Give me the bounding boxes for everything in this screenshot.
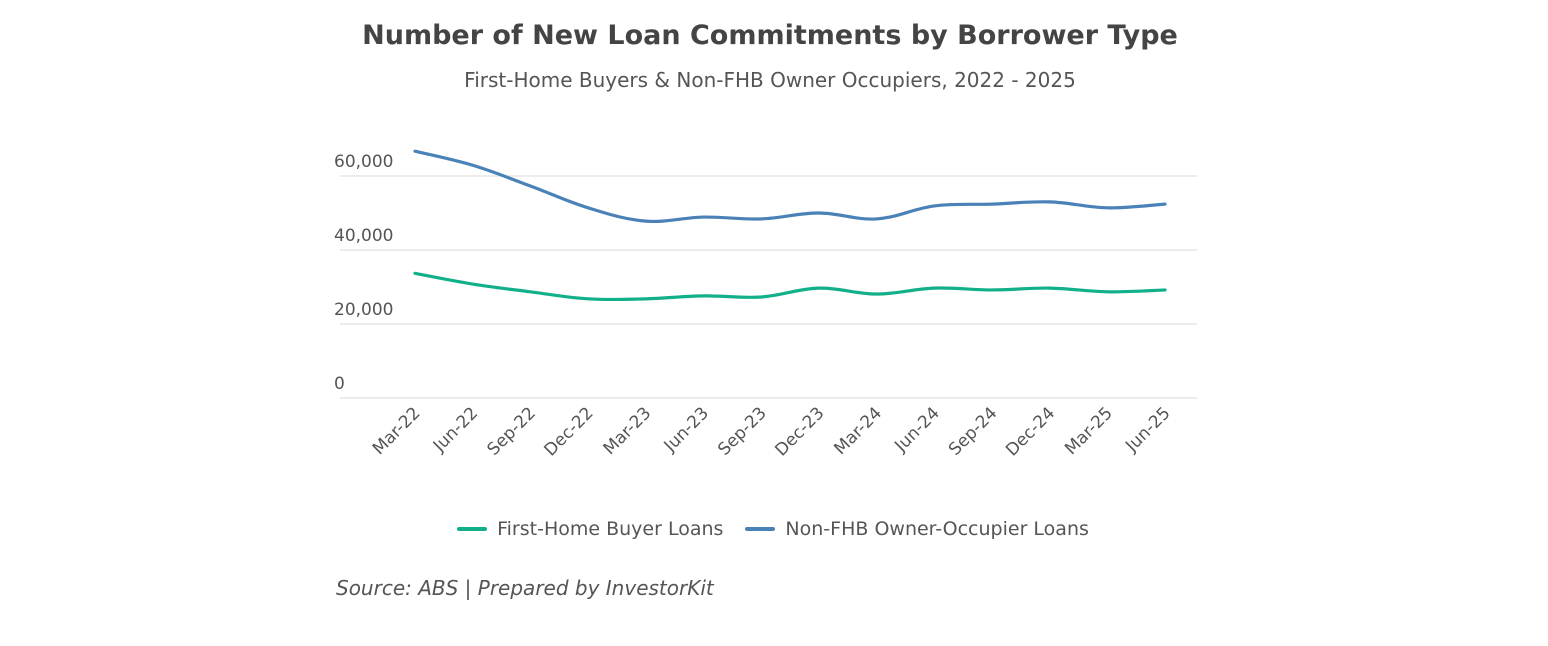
- legend-swatch: [457, 527, 488, 531]
- x-tick-label: Jun-25: [1121, 403, 1174, 456]
- x-tick-label: Jun-22: [429, 403, 482, 456]
- y-tick-label: 20,000: [334, 300, 393, 320]
- y-tick-label: 0: [334, 374, 345, 394]
- legend-label: Non-FHB Owner-Occupier Loans: [785, 518, 1089, 540]
- x-tick-label: Mar-23: [600, 403, 656, 459]
- chart-title: Number of New Loan Commitments by Borrow…: [362, 20, 1178, 51]
- x-tick-label: Dec-22: [541, 403, 598, 460]
- x-tick-label: Mar-24: [830, 403, 886, 459]
- x-tick-label: Dec-24: [1002, 403, 1059, 460]
- legend-label: First-Home Buyer Loans: [497, 518, 724, 540]
- legend-swatch: [745, 527, 776, 531]
- series-line-fhb: [413, 271, 1167, 302]
- x-tick-label: Jun-23: [660, 403, 713, 456]
- source-note: Source: ABS | Prepared by InvestorKit: [336, 576, 714, 600]
- legend: First-Home Buyer Loans Non-FHB Owner-Occ…: [0, 518, 1546, 540]
- y-tick-label: 40,000: [334, 226, 393, 246]
- x-tick-label: Sep-23: [714, 403, 770, 459]
- x-tick-label: Mar-22: [369, 403, 425, 459]
- y-tick-label: 60,000: [334, 152, 393, 172]
- x-tick-label: Sep-22: [483, 403, 539, 459]
- series-line-non-fhb: [413, 149, 1167, 224]
- legend-item-fhb[interactable]: First-Home Buyer Loans: [457, 518, 723, 540]
- chart-subtitle: First-Home Buyers & Non-FHB Owner Occupi…: [464, 68, 1076, 92]
- x-tick-label: Dec-23: [771, 403, 828, 460]
- legend-item-non-fhb[interactable]: Non-FHB Owner-Occupier Loans: [745, 518, 1089, 540]
- x-tick-label: Jun-24: [890, 403, 943, 456]
- x-tick-label: Sep-24: [945, 403, 1001, 459]
- x-tick-label: Mar-25: [1061, 403, 1117, 459]
